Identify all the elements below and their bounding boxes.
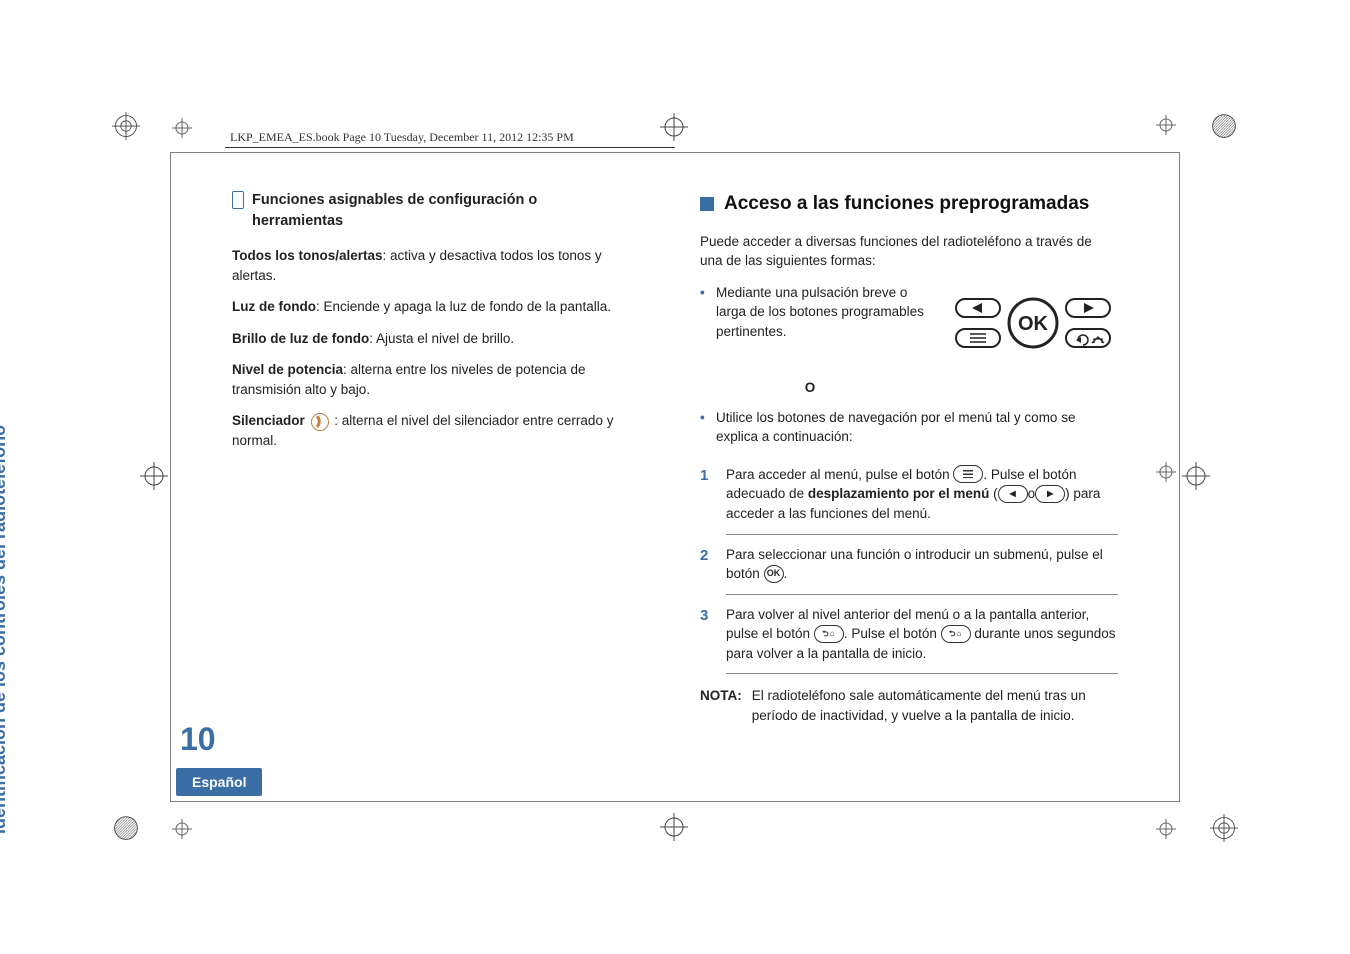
left-key-icon [998,485,1028,503]
or-separator: O [700,378,920,398]
reg-mark-icon [112,814,140,842]
squelch-icon [311,413,329,431]
section-vertical-label: Identificación de los controles del radi… [0,425,10,834]
step-text: Para volver al nivel anterior del menú o… [726,605,1118,664]
page-number: 10 [180,721,216,758]
back-key-icon [941,625,971,643]
ok-key-icon: OK [764,565,784,583]
crosshair-icon [172,819,192,839]
crosshair-icon [660,813,688,841]
note-text: El radioteléfono sale automáticamente de… [752,686,1118,725]
step-separator [726,534,1118,535]
crosshair-icon [1156,819,1176,839]
crosshair-icon [1182,462,1210,490]
term: Luz de fondo [232,299,316,314]
crosshair-icon [1156,462,1176,482]
step-separator [726,594,1118,595]
right-key-icon [1035,485,1065,503]
bullet-item: Mediante una pulsación breve o larga de … [700,283,1118,369]
left-column: Funciones asignables de configuración o … [232,190,620,794]
keypad-ok-label: OK [1018,313,1049,335]
bullet-text: Mediante una pulsación breve o larga de … [716,283,936,342]
term-desc: : Ajusta el nivel de brillo. [369,331,514,346]
back-key-icon [814,625,844,643]
note-block: NOTA: El radioteléfono sale automáticame… [700,686,1118,725]
running-head: LKP_EMEA_ES.book Page 10 Tuesday, Decemb… [230,130,574,145]
term-desc: : Enciende y apaga la luz de fondo de la… [316,299,611,314]
right-heading: Acceso a las funciones preprogramadas [700,190,1118,218]
bullet-item: Utilice los botones de navegación por el… [700,408,1118,447]
frame-line [1179,152,1180,802]
step-text: Para seleccionar una función o introduci… [726,545,1118,584]
right-heading-text: Acceso a las funciones preprogramadas [724,190,1089,218]
step-number: 3 [700,605,714,664]
step-number: 2 [700,545,714,584]
definition-item: Todos los tonos/alertas: activa y desact… [232,246,620,285]
reg-mark-icon [1210,814,1238,842]
step-item: 2 Para seleccionar una función o introdu… [700,537,1118,592]
reg-mark-icon [112,112,140,140]
definition-item: Luz de fondo: Enciende y apaga la luz de… [232,297,620,317]
step-text: Para acceder al menú, pulse el botón . P… [726,465,1118,524]
note-label: NOTA: [700,686,742,725]
keypad-figure: OK [948,283,1118,369]
definition-item: Nivel de potencia: alterna entre los niv… [232,360,620,399]
subheading-icon [232,191,244,209]
crosshair-icon [140,462,168,490]
definition-item: Silenciador : alterna el nivel del silen… [232,411,620,450]
frame-line [170,152,1180,153]
step-number: 1 [700,465,714,524]
term: Brillo de luz de fondo [232,331,369,346]
term: Silenciador [232,413,305,428]
definition-item: Brillo de luz de fondo: Ajusta el nivel … [232,329,620,349]
frame-line [170,152,171,802]
right-column: Acceso a las funciones preprogramadas Pu… [700,190,1118,794]
term: Nivel de potencia [232,362,343,377]
bullet-text: Utilice los botones de navegación por el… [716,410,1075,445]
step-item: 3 Para volver al nivel anterior del menú… [700,597,1118,672]
step-separator [726,673,1118,674]
heading-square-icon [700,197,714,211]
left-subheading-text: Funciones asignables de configuración o … [252,190,620,232]
frame-line [170,801,1180,802]
crosshair-icon [660,113,688,141]
left-subheading: Funciones asignables de configuración o … [232,190,620,232]
menu-key-icon [953,465,983,483]
intro-text: Puede acceder a diversas funciones del r… [700,232,1118,271]
running-head-line [225,147,675,148]
crosshair-icon [1156,115,1176,135]
step-item: 1 Para acceder al menú, pulse el botón .… [700,457,1118,532]
term: Todos los tonos/alertas [232,248,383,263]
crosshair-icon [172,118,192,138]
reg-mark-icon [1210,112,1238,140]
